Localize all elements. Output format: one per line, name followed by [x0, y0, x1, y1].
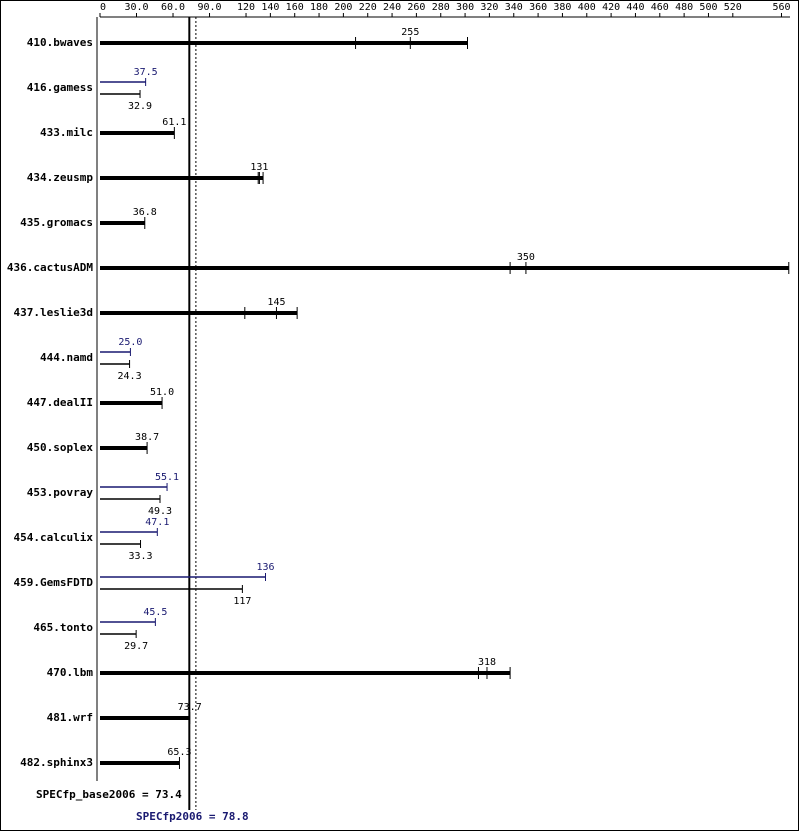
x-tick-label: 260: [407, 2, 425, 13]
category-label: 435.gromacs: [20, 216, 93, 229]
base-value-label: 33.3: [128, 551, 152, 562]
x-tick-label: 200: [334, 2, 352, 13]
category-label: 444.namd: [40, 351, 93, 364]
x-tick-label: 300: [456, 2, 474, 13]
peak-value-label: 25.0: [118, 337, 142, 348]
x-tick-label: 340: [505, 2, 523, 13]
category-label: 450.soplex: [27, 441, 94, 454]
category-label: 410.bwaves: [27, 36, 93, 49]
peak-summary: SPECfp2006 = 78.8: [136, 810, 249, 823]
value-label: 61.1: [162, 117, 186, 128]
value-label: 318: [478, 657, 496, 668]
category-label: 470.lbm: [47, 666, 94, 679]
x-tick-label: 120: [237, 2, 255, 13]
peak-value-label: 45.5: [143, 607, 167, 618]
base-summary: SPECfp_base2006 = 73.4: [36, 788, 182, 801]
value-label: 131: [250, 162, 268, 173]
x-tick-label: 460: [651, 2, 669, 13]
x-tick-label: 360: [529, 2, 547, 13]
x-tick-label: 560: [772, 2, 790, 13]
x-tick-label: 280: [432, 2, 450, 13]
x-tick-label: 0: [100, 2, 106, 13]
value-label: 145: [267, 297, 285, 308]
category-label: 482.sphinx3: [20, 756, 93, 769]
category-label: 465.tonto: [33, 621, 93, 634]
x-tick-label: 180: [310, 2, 328, 13]
category-label: 433.milc: [40, 126, 93, 139]
x-tick-label: 380: [553, 2, 571, 13]
x-tick-label: 420: [602, 2, 620, 13]
peak-value-label: 47.1: [145, 517, 169, 528]
category-label: 459.GemsFDTD: [14, 576, 94, 589]
value-label: 255: [401, 27, 419, 38]
x-tick-label: 220: [359, 2, 377, 13]
category-label: 436.cactusADM: [7, 261, 93, 274]
value-label: 51.0: [150, 387, 174, 398]
base-value-label: 117: [233, 596, 251, 607]
x-tick-label: 520: [724, 2, 742, 13]
base-value-label: 49.3: [148, 506, 172, 517]
x-tick-label: 500: [699, 2, 717, 13]
base-value-label: 32.9: [128, 101, 152, 112]
x-tick-label: 440: [626, 2, 644, 13]
value-label: 38.7: [135, 432, 159, 443]
x-tick-label: 30.0: [124, 2, 148, 13]
category-label: 434.zeusmp: [27, 171, 94, 184]
value-label: 73.7: [178, 702, 202, 713]
value-label: 65.3: [167, 747, 191, 758]
x-tick-label: 480: [675, 2, 693, 13]
base-summary-value: 73.4: [155, 788, 182, 801]
category-label: 454.calculix: [14, 531, 94, 544]
x-tick-label: 140: [261, 2, 279, 13]
x-tick-label: 400: [578, 2, 596, 13]
peak-value-label: 55.1: [155, 472, 179, 483]
base-value-label: 24.3: [118, 371, 142, 382]
peak-summary-value: 78.8: [222, 810, 249, 823]
x-tick-label: 320: [480, 2, 498, 13]
x-tick-label: 60.0: [161, 2, 185, 13]
x-tick-label: 160: [286, 2, 304, 13]
base-value-label: 29.7: [124, 641, 148, 652]
peak-value-label: 37.5: [134, 67, 158, 78]
value-label: 350: [517, 252, 535, 263]
category-label: 437.leslie3d: [14, 306, 93, 319]
category-label: 453.povray: [27, 486, 94, 499]
peak-summary-label: SPECfp2006 =: [136, 810, 216, 823]
x-tick-label: 90.0: [197, 2, 221, 13]
x-tick-label: 240: [383, 2, 401, 13]
category-label: 416.gamess: [27, 81, 93, 94]
value-label: 36.8: [133, 207, 157, 218]
base-summary-label: SPECfp_base2006 =: [36, 788, 149, 801]
category-label: 447.dealII: [27, 396, 93, 409]
peak-value-label: 136: [256, 562, 274, 573]
category-label: 481.wrf: [47, 711, 93, 724]
